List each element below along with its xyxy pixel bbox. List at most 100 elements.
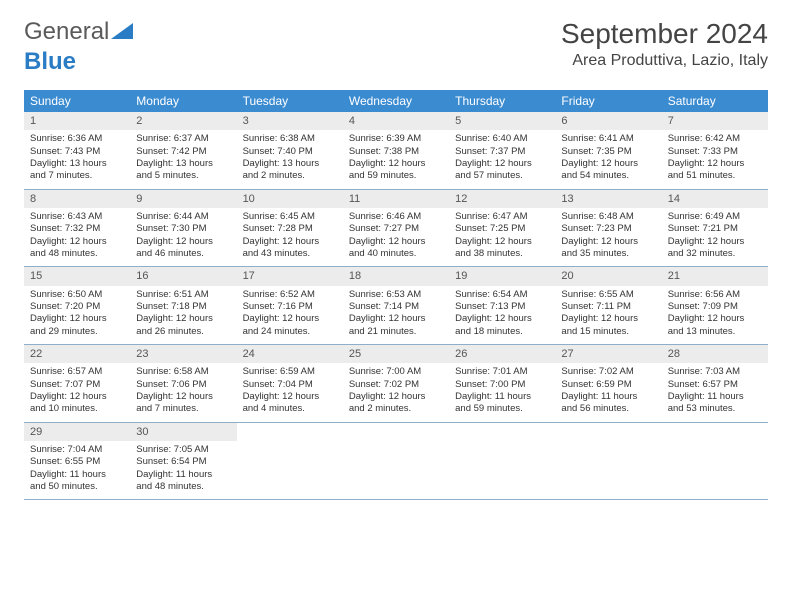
daylight-text: Daylight: 11 hours and 50 minutes. (30, 469, 124, 494)
dow-cell: Friday (555, 90, 661, 112)
day-number: 2 (130, 112, 236, 130)
day-number: 21 (662, 267, 768, 285)
dow-cell: Thursday (449, 90, 555, 112)
daylight-text: Daylight: 13 hours and 7 minutes. (30, 158, 124, 183)
sunset-text: Sunset: 7:00 PM (455, 379, 549, 391)
day-cell: 17Sunrise: 6:52 AMSunset: 7:16 PMDayligh… (237, 267, 343, 344)
day-body: Sunrise: 6:44 AMSunset: 7:30 PMDaylight:… (130, 208, 236, 266)
day-cell: 7Sunrise: 6:42 AMSunset: 7:33 PMDaylight… (662, 112, 768, 189)
day-number: 8 (24, 190, 130, 208)
day-cell: 26Sunrise: 7:01 AMSunset: 7:00 PMDayligh… (449, 345, 555, 422)
location-subtitle: Area Produttiva, Lazio, Italy (561, 52, 768, 70)
day-body: Sunrise: 6:54 AMSunset: 7:13 PMDaylight:… (449, 286, 555, 344)
sunset-text: Sunset: 7:32 PM (30, 223, 124, 235)
sunrise-text: Sunrise: 6:58 AM (136, 366, 230, 378)
day-body: Sunrise: 7:02 AMSunset: 6:59 PMDaylight:… (555, 363, 661, 421)
day-body: Sunrise: 6:53 AMSunset: 7:14 PMDaylight:… (343, 286, 449, 344)
day-body (343, 427, 449, 436)
day-cell: 13Sunrise: 6:48 AMSunset: 7:23 PMDayligh… (555, 190, 661, 267)
sunset-text: Sunset: 7:20 PM (30, 301, 124, 313)
sunrise-text: Sunrise: 6:56 AM (668, 289, 762, 301)
day-number: 27 (555, 345, 661, 363)
sunset-text: Sunset: 7:37 PM (455, 146, 549, 158)
daylight-text: Daylight: 12 hours and 46 minutes. (136, 236, 230, 261)
sunrise-text: Sunrise: 6:38 AM (243, 133, 337, 145)
sunrise-text: Sunrise: 7:03 AM (668, 366, 762, 378)
sunrise-text: Sunrise: 6:45 AM (243, 211, 337, 223)
day-number: 29 (24, 423, 130, 441)
day-number: 24 (237, 345, 343, 363)
sunrise-text: Sunrise: 7:01 AM (455, 366, 549, 378)
day-number: 13 (555, 190, 661, 208)
day-cell: 23Sunrise: 6:58 AMSunset: 7:06 PMDayligh… (130, 345, 236, 422)
sunset-text: Sunset: 7:42 PM (136, 146, 230, 158)
day-cell: 10Sunrise: 6:45 AMSunset: 7:28 PMDayligh… (237, 190, 343, 267)
day-cell: 1Sunrise: 6:36 AMSunset: 7:43 PMDaylight… (24, 112, 130, 189)
sunrise-text: Sunrise: 6:42 AM (668, 133, 762, 145)
sunset-text: Sunset: 7:30 PM (136, 223, 230, 235)
sunset-text: Sunset: 7:38 PM (349, 146, 443, 158)
day-cell: 9Sunrise: 6:44 AMSunset: 7:30 PMDaylight… (130, 190, 236, 267)
day-number: 4 (343, 112, 449, 130)
day-number: 19 (449, 267, 555, 285)
day-number: 7 (662, 112, 768, 130)
day-cell: 16Sunrise: 6:51 AMSunset: 7:18 PMDayligh… (130, 267, 236, 344)
daylight-text: Daylight: 12 hours and 59 minutes. (349, 158, 443, 183)
dow-cell: Monday (130, 90, 236, 112)
daylight-text: Daylight: 13 hours and 5 minutes. (136, 158, 230, 183)
day-number: 14 (662, 190, 768, 208)
sunrise-text: Sunrise: 6:53 AM (349, 289, 443, 301)
day-body: Sunrise: 6:52 AMSunset: 7:16 PMDaylight:… (237, 286, 343, 344)
week-row: 1Sunrise: 6:36 AMSunset: 7:43 PMDaylight… (24, 112, 768, 190)
day-cell: 12Sunrise: 6:47 AMSunset: 7:25 PMDayligh… (449, 190, 555, 267)
day-cell (237, 423, 343, 500)
day-number: 26 (449, 345, 555, 363)
daylight-text: Daylight: 12 hours and 43 minutes. (243, 236, 337, 261)
day-number: 10 (237, 190, 343, 208)
day-body: Sunrise: 6:47 AMSunset: 7:25 PMDaylight:… (449, 208, 555, 266)
day-body: Sunrise: 7:00 AMSunset: 7:02 PMDaylight:… (343, 363, 449, 421)
day-body: Sunrise: 6:58 AMSunset: 7:06 PMDaylight:… (130, 363, 236, 421)
day-cell: 19Sunrise: 6:54 AMSunset: 7:13 PMDayligh… (449, 267, 555, 344)
dow-cell: Wednesday (343, 90, 449, 112)
day-cell: 22Sunrise: 6:57 AMSunset: 7:07 PMDayligh… (24, 345, 130, 422)
day-cell (343, 423, 449, 500)
day-cell: 3Sunrise: 6:38 AMSunset: 7:40 PMDaylight… (237, 112, 343, 189)
sunset-text: Sunset: 7:40 PM (243, 146, 337, 158)
day-body: Sunrise: 6:45 AMSunset: 7:28 PMDaylight:… (237, 208, 343, 266)
day-cell: 25Sunrise: 7:00 AMSunset: 7:02 PMDayligh… (343, 345, 449, 422)
day-number: 22 (24, 345, 130, 363)
daylight-text: Daylight: 12 hours and 57 minutes. (455, 158, 549, 183)
sunrise-text: Sunrise: 7:04 AM (30, 444, 124, 456)
day-cell: 14Sunrise: 6:49 AMSunset: 7:21 PMDayligh… (662, 190, 768, 267)
sunrise-text: Sunrise: 7:05 AM (136, 444, 230, 456)
day-cell (662, 423, 768, 500)
week-row: 8Sunrise: 6:43 AMSunset: 7:32 PMDaylight… (24, 190, 768, 268)
daylight-text: Daylight: 12 hours and 21 minutes. (349, 313, 443, 338)
day-number: 11 (343, 190, 449, 208)
sunrise-text: Sunrise: 6:55 AM (561, 289, 655, 301)
day-of-week-header: SundayMondayTuesdayWednesdayThursdayFrid… (24, 90, 768, 112)
day-cell: 21Sunrise: 6:56 AMSunset: 7:09 PMDayligh… (662, 267, 768, 344)
daylight-text: Daylight: 12 hours and 2 minutes. (349, 391, 443, 416)
day-number: 25 (343, 345, 449, 363)
daylight-text: Daylight: 12 hours and 51 minutes. (668, 158, 762, 183)
title-block: September 2024 Area Produttiva, Lazio, I… (561, 18, 768, 70)
sunset-text: Sunset: 6:54 PM (136, 456, 230, 468)
logo-text-blue: Blue (24, 48, 76, 76)
sunset-text: Sunset: 7:18 PM (136, 301, 230, 313)
day-body: Sunrise: 6:55 AMSunset: 7:11 PMDaylight:… (555, 286, 661, 344)
sunrise-text: Sunrise: 6:47 AM (455, 211, 549, 223)
month-title: September 2024 (561, 18, 768, 50)
sunset-text: Sunset: 7:35 PM (561, 146, 655, 158)
daylight-text: Daylight: 12 hours and 29 minutes. (30, 313, 124, 338)
sunrise-text: Sunrise: 6:48 AM (561, 211, 655, 223)
daylight-text: Daylight: 12 hours and 48 minutes. (30, 236, 124, 261)
sunrise-text: Sunrise: 6:44 AM (136, 211, 230, 223)
sunrise-text: Sunrise: 6:41 AM (561, 133, 655, 145)
daylight-text: Daylight: 11 hours and 53 minutes. (668, 391, 762, 416)
sunrise-text: Sunrise: 7:00 AM (349, 366, 443, 378)
day-cell: 18Sunrise: 6:53 AMSunset: 7:14 PMDayligh… (343, 267, 449, 344)
day-body: Sunrise: 6:49 AMSunset: 7:21 PMDaylight:… (662, 208, 768, 266)
day-cell: 11Sunrise: 6:46 AMSunset: 7:27 PMDayligh… (343, 190, 449, 267)
